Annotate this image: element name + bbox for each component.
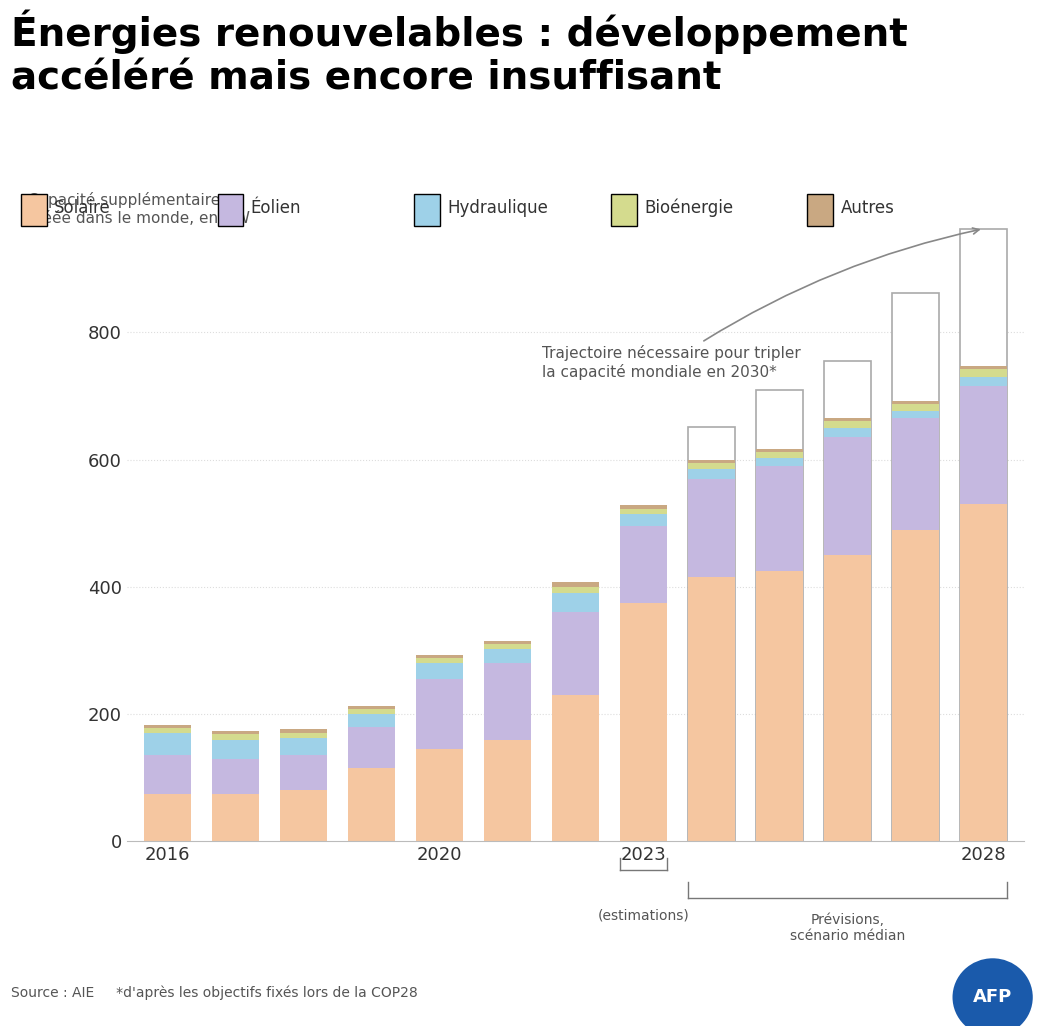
FancyBboxPatch shape xyxy=(218,194,244,227)
Bar xyxy=(211,794,260,841)
Bar xyxy=(211,758,260,794)
Bar xyxy=(484,644,531,649)
Bar xyxy=(280,790,327,841)
Bar xyxy=(416,663,464,679)
Bar xyxy=(687,460,735,463)
FancyBboxPatch shape xyxy=(824,361,871,841)
Bar xyxy=(756,452,804,459)
Bar xyxy=(280,729,327,733)
Bar xyxy=(960,369,1007,377)
Bar xyxy=(891,529,940,841)
Bar xyxy=(756,466,804,570)
Bar xyxy=(347,726,395,768)
Bar xyxy=(211,735,260,740)
Text: Bioénergie: Bioénergie xyxy=(644,198,733,218)
Bar xyxy=(347,709,395,714)
Bar xyxy=(824,419,871,422)
Bar xyxy=(756,448,804,452)
Text: AFP: AFP xyxy=(973,988,1013,1007)
Bar xyxy=(824,422,871,428)
Bar xyxy=(824,555,871,841)
FancyBboxPatch shape xyxy=(808,194,833,227)
Bar xyxy=(484,641,531,644)
Bar xyxy=(484,663,531,740)
Bar xyxy=(280,755,327,790)
Bar xyxy=(756,570,804,841)
Text: Prévisions,
scénario médian: Prévisions, scénario médian xyxy=(790,913,905,943)
Bar xyxy=(144,794,191,841)
FancyBboxPatch shape xyxy=(756,390,804,841)
Bar xyxy=(687,463,735,469)
Bar xyxy=(416,679,464,749)
FancyBboxPatch shape xyxy=(610,194,637,227)
FancyBboxPatch shape xyxy=(21,194,46,227)
Bar xyxy=(620,603,667,841)
Bar xyxy=(687,479,735,578)
Bar xyxy=(416,655,464,658)
Text: Éolien: Éolien xyxy=(250,199,301,216)
Bar xyxy=(824,428,871,437)
Bar xyxy=(551,593,600,613)
Bar xyxy=(891,419,940,529)
Text: (estimations): (estimations) xyxy=(598,908,690,922)
Bar xyxy=(960,366,1007,369)
Bar xyxy=(144,755,191,794)
Bar xyxy=(416,658,464,663)
Bar xyxy=(144,728,191,734)
Bar xyxy=(960,504,1007,841)
Bar xyxy=(551,587,600,593)
Bar xyxy=(687,578,735,841)
Bar xyxy=(144,725,191,728)
FancyBboxPatch shape xyxy=(960,229,1007,841)
Bar xyxy=(347,768,395,841)
Bar xyxy=(620,526,667,603)
Bar xyxy=(891,410,940,419)
Text: Autres: Autres xyxy=(841,199,894,216)
FancyBboxPatch shape xyxy=(891,293,940,841)
Bar xyxy=(484,649,531,663)
Text: Énergies renouvelables : développement
accéléré mais encore insuffisant: Énergies renouvelables : développement a… xyxy=(11,9,907,97)
Bar xyxy=(551,695,600,841)
Bar xyxy=(347,714,395,726)
Bar xyxy=(280,738,327,755)
Bar xyxy=(620,514,667,526)
Bar xyxy=(484,740,531,841)
Text: Hydraulique: Hydraulique xyxy=(448,199,548,216)
Bar xyxy=(824,437,871,555)
Bar xyxy=(960,377,1007,387)
Bar xyxy=(756,459,804,466)
Bar xyxy=(960,387,1007,504)
Bar xyxy=(891,404,940,410)
Text: Capacité supplémentaire
créée dans le monde, en GW: Capacité supplémentaire créée dans le mo… xyxy=(29,193,250,226)
Bar xyxy=(347,706,395,709)
Text: Solaire: Solaire xyxy=(54,199,111,216)
Bar xyxy=(551,613,600,695)
Bar xyxy=(687,469,735,479)
Text: Trajectoire nécessaire pour tripler
la capacité mondiale en 2030*: Trajectoire nécessaire pour tripler la c… xyxy=(542,228,979,380)
Bar xyxy=(551,582,600,587)
Bar xyxy=(416,749,464,841)
Bar xyxy=(280,733,327,738)
Text: Source : AIE     *d'après les objectifs fixés lors de la COP28: Source : AIE *d'après les objectifs fixé… xyxy=(11,986,417,1000)
Bar xyxy=(144,734,191,755)
Bar xyxy=(891,401,940,404)
FancyBboxPatch shape xyxy=(414,194,440,227)
Bar xyxy=(211,740,260,758)
Circle shape xyxy=(953,958,1033,1026)
Bar xyxy=(620,506,667,509)
Bar xyxy=(211,732,260,735)
FancyBboxPatch shape xyxy=(687,427,735,841)
Bar xyxy=(620,509,667,514)
